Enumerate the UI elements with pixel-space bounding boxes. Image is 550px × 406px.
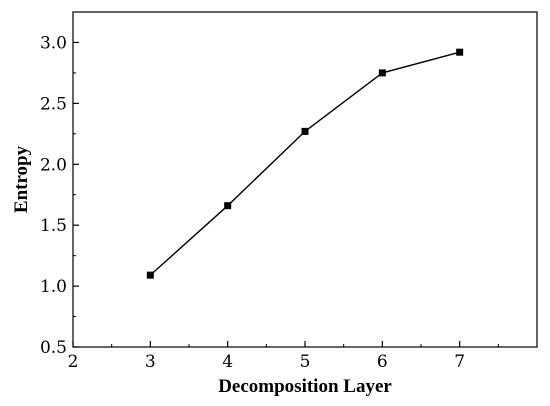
y-tick-label: 1.5 bbox=[40, 216, 67, 236]
series-layer bbox=[146, 48, 464, 279]
plot-area-frame bbox=[72, 11, 538, 348]
data-point bbox=[378, 69, 386, 77]
data-point bbox=[146, 271, 154, 279]
x-tick-label: 2 bbox=[68, 352, 79, 372]
y-tick-label: 2.0 bbox=[40, 155, 67, 175]
y-axis-title: Entropy bbox=[11, 145, 32, 213]
x-tick-label: 6 bbox=[377, 352, 388, 372]
data-point bbox=[301, 127, 309, 135]
y-tick-label: 0.5 bbox=[40, 338, 67, 358]
x-axis-ticks: 2 3 4 5 6 7 bbox=[68, 341, 499, 372]
series-line bbox=[149, 51, 460, 276]
y-tick-label: 2.5 bbox=[40, 94, 67, 114]
y-tick-label: 1.0 bbox=[40, 277, 67, 297]
data-point bbox=[456, 48, 464, 56]
x-axis-title: Decomposition Layer bbox=[218, 376, 392, 397]
y-axis-ticks: 0.5 1.0 1.5 2.0 2.5 3.0 bbox=[40, 11, 79, 358]
x-tick-label: 3 bbox=[145, 352, 156, 372]
x-tick-label: 5 bbox=[300, 352, 311, 372]
y-tick-label: 3.0 bbox=[40, 33, 67, 53]
x-tick-label: 4 bbox=[222, 352, 233, 372]
x-tick-label: 7 bbox=[454, 352, 465, 372]
data-point bbox=[224, 202, 232, 210]
